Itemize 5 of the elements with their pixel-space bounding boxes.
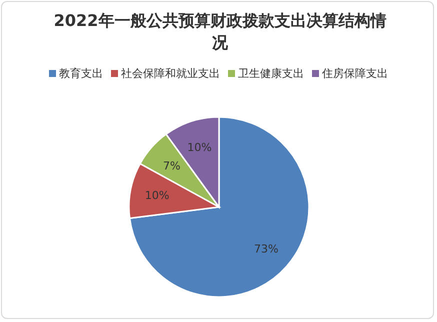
legend-label: 卫生健康支出 <box>238 67 304 80</box>
title: 2022年一般公共预算财政拨款支出决算结构情况 <box>52 10 388 54</box>
legend-label: 住房保障支出 <box>322 67 388 80</box>
legend-label: 教育支出 <box>59 67 103 80</box>
legend-label: 社会保障和就业支出 <box>121 67 220 80</box>
